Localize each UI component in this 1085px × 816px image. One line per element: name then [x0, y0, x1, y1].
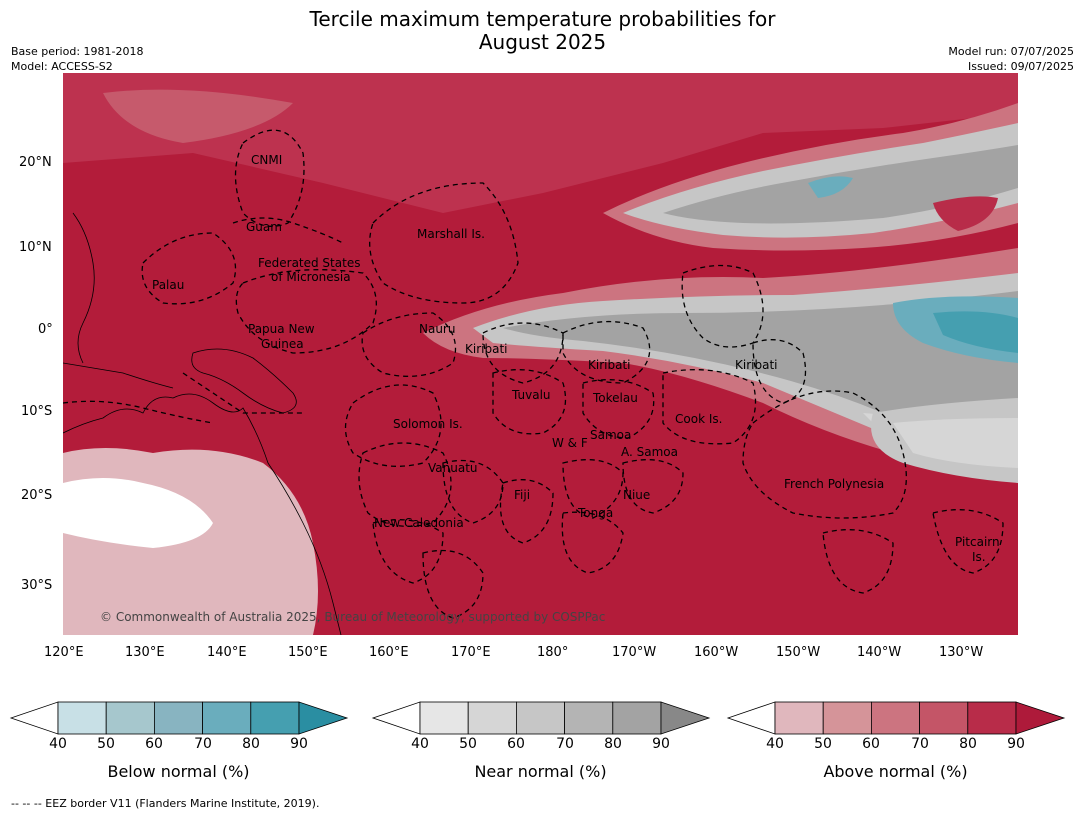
label-cnmi: CNMI: [251, 153, 283, 167]
cb-below-segment: [202, 701, 252, 735]
chart-title-line1: Tercile maximum temperature probabilitie…: [309, 7, 776, 31]
cb-above-tick-80: 80: [959, 736, 977, 752]
lon-tick-170w: 170°W: [612, 645, 657, 660]
label-tuvalu: Tuvalu: [512, 388, 551, 402]
cb-above-tick-40: 40: [766, 736, 784, 752]
label-png-line1: Papua New: [248, 322, 315, 336]
label-niue: Niue: [623, 488, 651, 502]
cb-near-tick-60: 60: [507, 736, 525, 752]
label-png-line2: Guinea: [261, 337, 304, 351]
cb-below-segment: [105, 701, 155, 735]
label-palau: Palau: [152, 278, 185, 292]
probability-map: CNMI Guam Marshall Is. Federated States …: [63, 73, 1018, 635]
cb-below-arrow-low: [9, 701, 59, 735]
label-guam: Guam: [246, 220, 282, 234]
cb-below-tick-60: 60: [145, 736, 163, 752]
cb-below-arrow-high: [298, 701, 349, 735]
cb-near-segment: [467, 701, 517, 735]
map-canvas: [63, 73, 1018, 635]
lon-tick-160e: 160°E: [369, 645, 409, 660]
cb-below-tick-40: 40: [49, 736, 67, 752]
label-french-polynesia: French Polynesia: [784, 477, 885, 491]
cb-above-segment: [967, 701, 1017, 735]
cb-below-segment: [57, 701, 107, 735]
cb-below-label: Below normal (%): [107, 762, 250, 781]
lon-tick-160w: 160°W: [694, 645, 739, 660]
cb-above-segment: [822, 701, 872, 735]
colorbar-graphics: [9, 701, 1066, 735]
lon-tick-140e: 140°E: [207, 645, 247, 660]
lon-tick-150w: 150°W: [776, 645, 821, 660]
lon-tick-120e: 120°E: [44, 645, 84, 660]
cb-near-arrow-high: [660, 701, 711, 735]
lat-tick-10n: 10°N: [19, 240, 52, 255]
model-name: Model: ACCESS-S2: [11, 60, 113, 73]
label-fsm-line1: Federated States: [258, 256, 361, 270]
lon-tick-140w: 140°W: [857, 645, 902, 660]
cb-near-label: Near normal (%): [474, 762, 607, 781]
cb-below-tick-90: 90: [290, 736, 308, 752]
lat-tick-20s: 20°S: [21, 488, 53, 503]
cb-near-segment: [612, 701, 662, 735]
cb-above-tick-90: 90: [1007, 736, 1025, 752]
cb-near-segment: [564, 701, 614, 735]
cb-below-tick-70: 70: [194, 736, 212, 752]
label-pitcairn-line1: Pitcairn: [955, 535, 1000, 549]
cb-near-tick-90: 90: [652, 736, 670, 752]
label-kiribati-west: Kiribati: [465, 342, 508, 356]
lon-tick-180: 180°: [537, 645, 569, 660]
lat-tick-0: 0°: [38, 322, 53, 337]
lat-tick-30s: 30°S: [21, 578, 53, 593]
cb-below-tick-50: 50: [97, 736, 115, 752]
label-pitcairn-line2: Is.: [972, 550, 986, 564]
cb-above-label: Above normal (%): [823, 762, 968, 781]
cb-above-arrow-high: [1015, 701, 1066, 735]
cb-above-tick-50: 50: [814, 736, 832, 752]
chart-title-line2: August 2025: [478, 30, 607, 54]
label-new-caledonia: New Caledonia: [374, 516, 464, 530]
label-cook-islands: Cook Is.: [675, 412, 723, 426]
cb-above-segment: [774, 701, 824, 735]
cb-near-tick-70: 70: [556, 736, 574, 752]
label-kiribati-central: Kiribati: [588, 358, 631, 372]
label-fsm-line2: of Micronesia: [271, 270, 351, 284]
label-kiribati-east: Kiribati: [735, 358, 778, 372]
lat-tick-20n: 20°N: [19, 155, 52, 170]
label-fiji: Fiji: [514, 488, 531, 502]
cb-near-tick-80: 80: [604, 736, 622, 752]
lat-tick-10s: 10°S: [21, 404, 53, 419]
copyright-text: © Commonwealth of Australia 2025, Bureau…: [100, 610, 606, 624]
lon-tick-130e: 130°E: [125, 645, 165, 660]
model-run: Model run: 07/07/2025: [948, 45, 1074, 58]
cb-near-tick-40: 40: [411, 736, 429, 752]
cb-below-segment: [153, 701, 203, 735]
cb-above-segment: [871, 701, 921, 735]
label-tonga: Tonga: [578, 506, 614, 520]
label-solomon-islands: Solomon Is.: [393, 417, 463, 431]
label-american-samoa: A. Samoa: [621, 445, 678, 459]
cb-above-arrow-low: [726, 701, 776, 735]
label-vanuatu: Vanuatu: [428, 461, 478, 475]
label-nauru: Nauru: [419, 322, 456, 336]
cb-above-tick-70: 70: [911, 736, 929, 752]
base-period: Base period: 1981-2018: [11, 45, 144, 58]
cb-near-segment: [419, 701, 469, 735]
cb-near-tick-50: 50: [459, 736, 477, 752]
cb-near-segment: [516, 701, 566, 735]
cb-below-tick-80: 80: [242, 736, 260, 752]
label-tokelau: Tokelau: [593, 391, 638, 405]
eez-footnote: -- -- -- EEZ border V11 (Flanders Marine…: [11, 797, 320, 810]
lon-tick-150e: 150°E: [288, 645, 328, 660]
cb-above-segment: [919, 701, 969, 735]
cb-above-tick-60: 60: [862, 736, 880, 752]
issued-date: Issued: 09/07/2025: [967, 60, 1074, 73]
label-wallis-futuna: W & F: [552, 436, 588, 450]
label-samoa: Samoa: [590, 428, 632, 442]
lon-tick-130w: 130°W: [939, 645, 984, 660]
lon-tick-170e: 170°E: [451, 645, 491, 660]
label-marshall-islands: Marshall Is.: [417, 227, 485, 241]
cb-below-segment: [250, 701, 300, 735]
cb-near-arrow-low: [371, 701, 421, 735]
